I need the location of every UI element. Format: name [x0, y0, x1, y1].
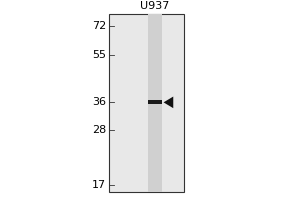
- Polygon shape: [164, 97, 173, 108]
- Bar: [148, 14, 162, 192]
- Text: 55: 55: [92, 50, 106, 60]
- Text: U937: U937: [140, 1, 169, 11]
- Text: 36: 36: [92, 97, 106, 107]
- Text: 28: 28: [92, 125, 106, 135]
- Bar: [148, 100, 162, 104]
- Text: 17: 17: [92, 180, 106, 190]
- Bar: [109, 14, 184, 192]
- Text: 72: 72: [92, 21, 106, 31]
